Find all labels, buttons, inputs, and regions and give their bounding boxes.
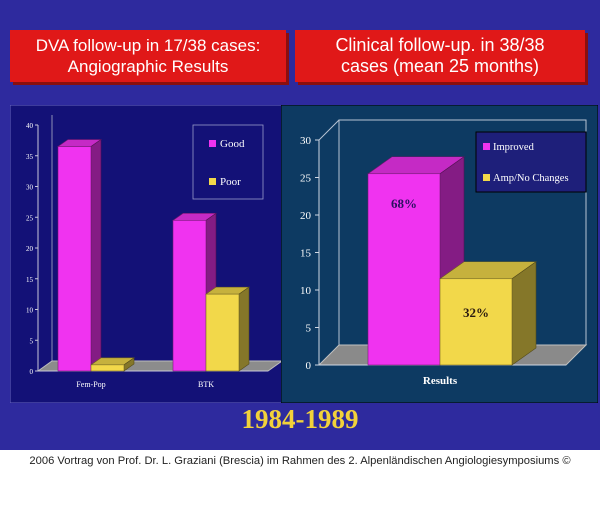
legend-box	[475, 131, 587, 193]
legend-label: Amp/No Changes	[493, 173, 569, 184]
y-tick-label: 10	[300, 285, 312, 297]
bar-improved	[367, 173, 441, 366]
footer-credit: 2006 Vortrag von Prof. Dr. L. Graziani (…	[29, 455, 571, 467]
y-tick-label: 25	[26, 214, 34, 222]
y-tick-label: 30	[300, 135, 312, 147]
y-tick-label: 20	[300, 210, 312, 222]
title-left: DVA follow-up in 17/38 cases: Angiograph…	[10, 30, 286, 82]
clinical-results-chart: 0 5 10 15 20 25 30 68% 32% Results Improved Amp/No …	[281, 105, 598, 403]
years-label: 1984-1989	[241, 404, 359, 434]
data-label: 32%	[463, 305, 489, 320]
y-tick-label: 15	[26, 276, 34, 284]
legend-box	[192, 124, 264, 200]
y-tick-label: 0	[30, 368, 34, 376]
bar-good-btk	[172, 220, 207, 372]
data-label: 68%	[391, 196, 417, 211]
title-right-line1: Clinical follow-up. in 38/38	[335, 35, 545, 55]
legend-label: Good	[220, 138, 245, 150]
title-left-line1: DVA follow-up in 17/38 cases:	[35, 36, 261, 55]
legend-swatch	[209, 178, 216, 185]
y-tick-label: 0	[306, 360, 312, 372]
x-tick-label: Results	[423, 375, 458, 387]
y-tick-label: 25	[300, 173, 312, 185]
y-tick-label: 15	[300, 248, 312, 260]
legend-swatch	[483, 143, 490, 150]
y-tick-label: 10	[26, 307, 34, 315]
y-tick-label: 5	[30, 337, 34, 345]
y-tick-label: 35	[26, 153, 34, 161]
title-left-line2: Angiographic Results	[67, 57, 229, 76]
bar-amp-no-changes-side	[511, 261, 537, 366]
bar-poor-fem-pop	[90, 364, 125, 372]
y-tick-label: 20	[26, 245, 34, 253]
y-tick-label: 30	[26, 184, 34, 192]
angiographic-results-chart: 0 5 10 15 20 25 30 35 40 Fem-Pop BTK Good Poor	[10, 105, 282, 403]
bar-good-fem-pop	[57, 146, 92, 372]
bar-amp-no-changes	[439, 278, 513, 366]
y-tick-label: 40	[26, 122, 34, 130]
title-right-line2: cases (mean 25 months)	[340, 56, 540, 76]
slide: DVA follow-up in 17/38 cases: Angiograph…	[0, 0, 600, 450]
legend-label: Poor	[220, 176, 241, 188]
bar-poor-btk-side	[238, 286, 250, 372]
wall-edge	[318, 119, 340, 141]
y-tick-label: 5	[306, 323, 312, 335]
bar-good-fem-pop-side	[90, 138, 102, 372]
x-tick-label: Fem-Pop	[76, 380, 105, 389]
legend-swatch	[483, 174, 490, 181]
legend-swatch	[209, 140, 216, 147]
x-tick-label: BTK	[198, 380, 214, 389]
legend-label: Improved	[493, 142, 535, 153]
title-right: Clinical follow-up. in 38/38 cases (mean…	[295, 30, 585, 82]
bar-poor-btk	[205, 293, 240, 372]
